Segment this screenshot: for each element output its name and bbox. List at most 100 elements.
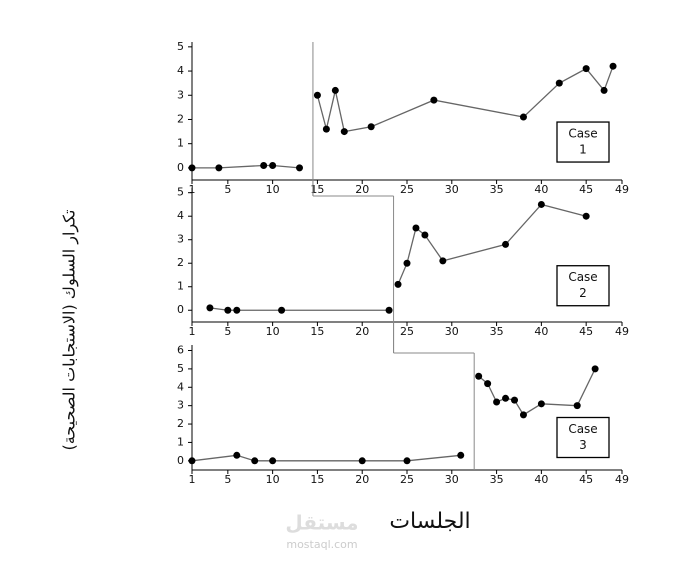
y-axis-label: تكرار السلوك (الاستجابات الصحيحة) (60, 209, 80, 450)
y-tick-label: 3 (177, 399, 184, 412)
x-tick-label: 20 (355, 473, 369, 486)
y-tick-label: 1 (177, 137, 184, 150)
x-tick-label: 10 (266, 325, 280, 338)
x-tick-label: 5 (224, 473, 231, 486)
data-point (224, 306, 232, 314)
data-point (358, 457, 366, 465)
data-point (457, 451, 465, 459)
data-point (439, 257, 447, 265)
x-tick-label: 35 (490, 183, 504, 196)
data-point (260, 161, 268, 169)
y-tick-label: 6 (177, 344, 184, 357)
x-tick-label: 30 (445, 325, 459, 338)
data-point (233, 451, 241, 459)
data-point (412, 224, 420, 232)
y-tick-label: 5 (177, 40, 184, 53)
x-tick-label: 40 (534, 325, 548, 338)
data-point (600, 86, 608, 94)
data-point (340, 128, 348, 136)
x-tick-label: 1 (189, 325, 196, 338)
data-point (367, 123, 375, 131)
y-tick-label: 0 (177, 454, 184, 467)
case-label: 2 (579, 286, 587, 300)
x-tick-label: 45 (579, 473, 593, 486)
data-point (475, 372, 483, 380)
data-point (188, 164, 196, 172)
x-tick-label: 5 (224, 183, 231, 196)
data-point (403, 457, 411, 465)
data-point (502, 394, 510, 402)
data-point (511, 396, 518, 404)
case-label: 1 (579, 143, 587, 157)
y-tick-label: 4 (177, 380, 184, 393)
x-tick-label: 49 (615, 183, 629, 196)
watermark: mostaql.com (286, 538, 357, 551)
x-tick-label: 15 (310, 183, 324, 196)
x-tick-label: 1 (189, 473, 196, 486)
data-point (215, 164, 223, 172)
data-point (269, 161, 277, 169)
x-tick-label: 15 (310, 325, 324, 338)
line-path (192, 164, 300, 169)
data-point (385, 306, 393, 314)
line-path (397, 203, 587, 285)
data-point (493, 398, 501, 406)
data-point (573, 402, 581, 410)
data-point (430, 96, 438, 104)
y-tick-label: 4 (177, 64, 184, 77)
data-point (555, 79, 563, 87)
data-point (502, 240, 510, 248)
data-point (537, 400, 545, 408)
data-point (269, 457, 277, 465)
x-tick-label: 30 (445, 473, 459, 486)
data-point (322, 125, 330, 133)
y-tick-label: 3 (177, 88, 184, 101)
data-point (278, 306, 286, 314)
y-tick-label: 2 (177, 417, 184, 430)
data-point (484, 380, 492, 388)
data-point (188, 457, 196, 465)
y-tick-label: 1 (177, 280, 184, 293)
data-point (591, 365, 599, 373)
x-tick-label: 10 (266, 183, 280, 196)
x-tick-label: 35 (490, 473, 504, 486)
y-tick-label: 2 (177, 112, 184, 125)
data-point (403, 259, 411, 267)
x-tick-label: 25 (400, 325, 414, 338)
x-tick-label: 45 (579, 325, 593, 338)
watermark: مستقل (285, 511, 358, 535)
x-tick-label: 25 (400, 183, 414, 196)
x-tick-label: 5 (224, 325, 231, 338)
data-point (609, 62, 617, 70)
data-point (331, 86, 339, 94)
data-point (519, 113, 527, 121)
y-tick-label: 0 (177, 303, 184, 316)
case-label: 3 (579, 438, 587, 452)
y-tick-label: 1 (177, 435, 184, 448)
x-tick-label: 40 (534, 183, 548, 196)
y-tick-label: 5 (177, 186, 184, 199)
x-tick-label: 25 (400, 473, 414, 486)
y-tick-label: 3 (177, 233, 184, 246)
y-tick-label: 4 (177, 209, 184, 222)
x-tick-label: 35 (490, 325, 504, 338)
x-tick-label: 30 (445, 183, 459, 196)
data-point (206, 304, 214, 312)
x-tick-label: 15 (310, 473, 324, 486)
data-point (394, 280, 402, 288)
data-point (233, 306, 241, 314)
data-point (519, 411, 527, 419)
data-point (296, 164, 303, 172)
data-point (537, 200, 545, 208)
x-tick-label: 40 (534, 473, 548, 486)
x-tick-label: 20 (355, 183, 369, 196)
case-box (556, 416, 610, 459)
case-label: Case (568, 270, 597, 284)
case-label: Case (568, 127, 597, 141)
data-point (313, 91, 321, 99)
data-point (582, 212, 590, 220)
y-tick-label: 5 (177, 362, 184, 375)
data-point (251, 457, 259, 465)
x-tick-label: 49 (615, 473, 629, 486)
